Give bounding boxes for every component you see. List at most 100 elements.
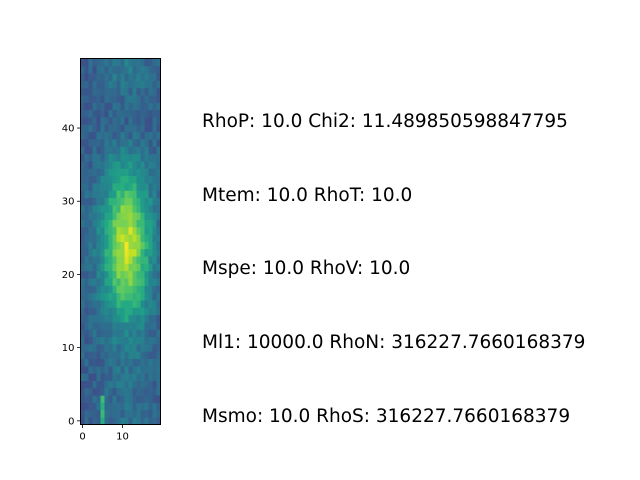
heatmap-cell: [104, 197, 109, 206]
heatmap-cell: [116, 292, 121, 301]
heatmap-cell: [156, 153, 161, 162]
heatmap-cell: [148, 322, 153, 330]
heatmap-cell: [80, 226, 85, 235]
heatmap-cell: [132, 248, 137, 257]
heatmap-cell: [112, 87, 117, 96]
heatmap-cell: [148, 219, 153, 228]
heatmap-cell: [144, 109, 149, 118]
heatmap-cell: [132, 285, 137, 294]
heatmap-cell: [144, 153, 149, 162]
heatmap-cell: [120, 117, 125, 125]
heatmap-cell: [136, 80, 141, 89]
heatmap-cell: [84, 409, 89, 418]
heatmap-cell: [124, 373, 129, 381]
heatmap-cell: [132, 58, 137, 67]
heatmap-cell: [156, 351, 161, 360]
heatmap-cell: [148, 409, 153, 418]
heatmap-cell: [140, 226, 145, 235]
heatmap-cell: [116, 87, 121, 96]
heatmap-cell: [152, 190, 157, 198]
heatmap-cell: [92, 73, 97, 81]
heatmap-cell: [80, 102, 85, 111]
heatmap-cell: [136, 307, 141, 316]
heatmap-cell: [88, 314, 93, 323]
heatmap-cell: [88, 212, 93, 220]
heatmap-cell: [140, 117, 145, 125]
heatmap-cell: [80, 373, 85, 381]
heatmap-cell: [132, 365, 137, 374]
heatmap-cell: [104, 285, 109, 294]
heatmap-cell: [140, 190, 145, 198]
heatmap-cell: [148, 402, 153, 411]
heatmap-cell: [120, 73, 125, 81]
heatmap-cell: [132, 329, 137, 338]
heatmap-cell: [148, 153, 153, 162]
heatmap-cell: [92, 95, 97, 103]
heatmap-cell: [116, 80, 121, 89]
heatmap-cell: [156, 65, 161, 74]
heatmap-cell: [136, 153, 141, 162]
heatmap-cell: [116, 117, 121, 125]
heatmap-cell: [100, 65, 105, 74]
heatmap-cell: [136, 197, 141, 206]
heatmap-cell: [92, 322, 97, 330]
heatmap-cell: [128, 336, 133, 345]
heatmap-cell: [144, 336, 149, 345]
heatmap-cell: [96, 248, 101, 257]
heatmap-cell: [108, 87, 113, 96]
heatmap-cell: [108, 380, 113, 389]
heatmap-cell: [84, 343, 89, 352]
heatmap-cell: [108, 358, 113, 367]
heatmap-cell: [136, 212, 141, 220]
heatmap-cell: [96, 278, 101, 286]
heatmap-cell: [152, 212, 157, 220]
heatmap-cell: [92, 263, 97, 272]
heatmap-cell: [116, 65, 121, 74]
heatmap-cell: [140, 109, 145, 118]
heatmap-cell: [140, 263, 145, 272]
heatmap-cell: [144, 175, 149, 184]
heatmap-cell: [92, 351, 97, 360]
heatmap-cell: [84, 380, 89, 389]
heatmap-cell: [108, 241, 113, 250]
heatmap-cell: [132, 139, 137, 147]
heatmap-cell: [124, 322, 129, 330]
heatmap-cell: [136, 409, 141, 418]
heatmap-cell: [152, 373, 157, 381]
heatmap-cell: [120, 226, 125, 235]
heatmap-cell: [152, 175, 157, 184]
heatmap-cell: [96, 212, 101, 220]
heatmap-cell: [156, 182, 161, 191]
heatmap-cell: [80, 153, 85, 162]
heatmap-cell: [104, 219, 109, 228]
heatmap-cell: [124, 109, 129, 118]
heatmap-cell: [152, 102, 157, 111]
heatmap-cell: [84, 197, 89, 206]
heatmap-cell: [116, 248, 121, 257]
heatmap-cell: [112, 131, 117, 140]
heatmap-cell: [120, 270, 125, 279]
heatmap-cell: [84, 65, 89, 74]
heatmap-cell: [120, 336, 125, 345]
heatmap-cell: [88, 219, 93, 228]
heatmap-cell: [92, 307, 97, 316]
heatmap-cell: [108, 160, 113, 169]
heatmap-cell: [124, 160, 129, 169]
heatmap-cell: [156, 343, 161, 352]
heatmap-cell: [140, 322, 145, 330]
heatmap-cell: [88, 139, 93, 147]
heatmap-cell: [144, 387, 149, 396]
heatmap-cell: [96, 351, 101, 360]
heatmap-cell: [124, 402, 129, 411]
heatmap-cell: [140, 168, 145, 177]
heatmap-cell: [92, 87, 97, 96]
heatmap-cell: [92, 365, 97, 374]
heatmap-cell: [156, 402, 161, 411]
heatmap-cell: [156, 204, 161, 213]
heatmap-cell: [92, 146, 97, 155]
heatmap-cell: [120, 307, 125, 316]
heatmap-cell: [156, 95, 161, 103]
heatmap-cell: [144, 285, 149, 294]
heatmap-cell: [100, 395, 105, 403]
heatmap-cell: [116, 212, 121, 220]
